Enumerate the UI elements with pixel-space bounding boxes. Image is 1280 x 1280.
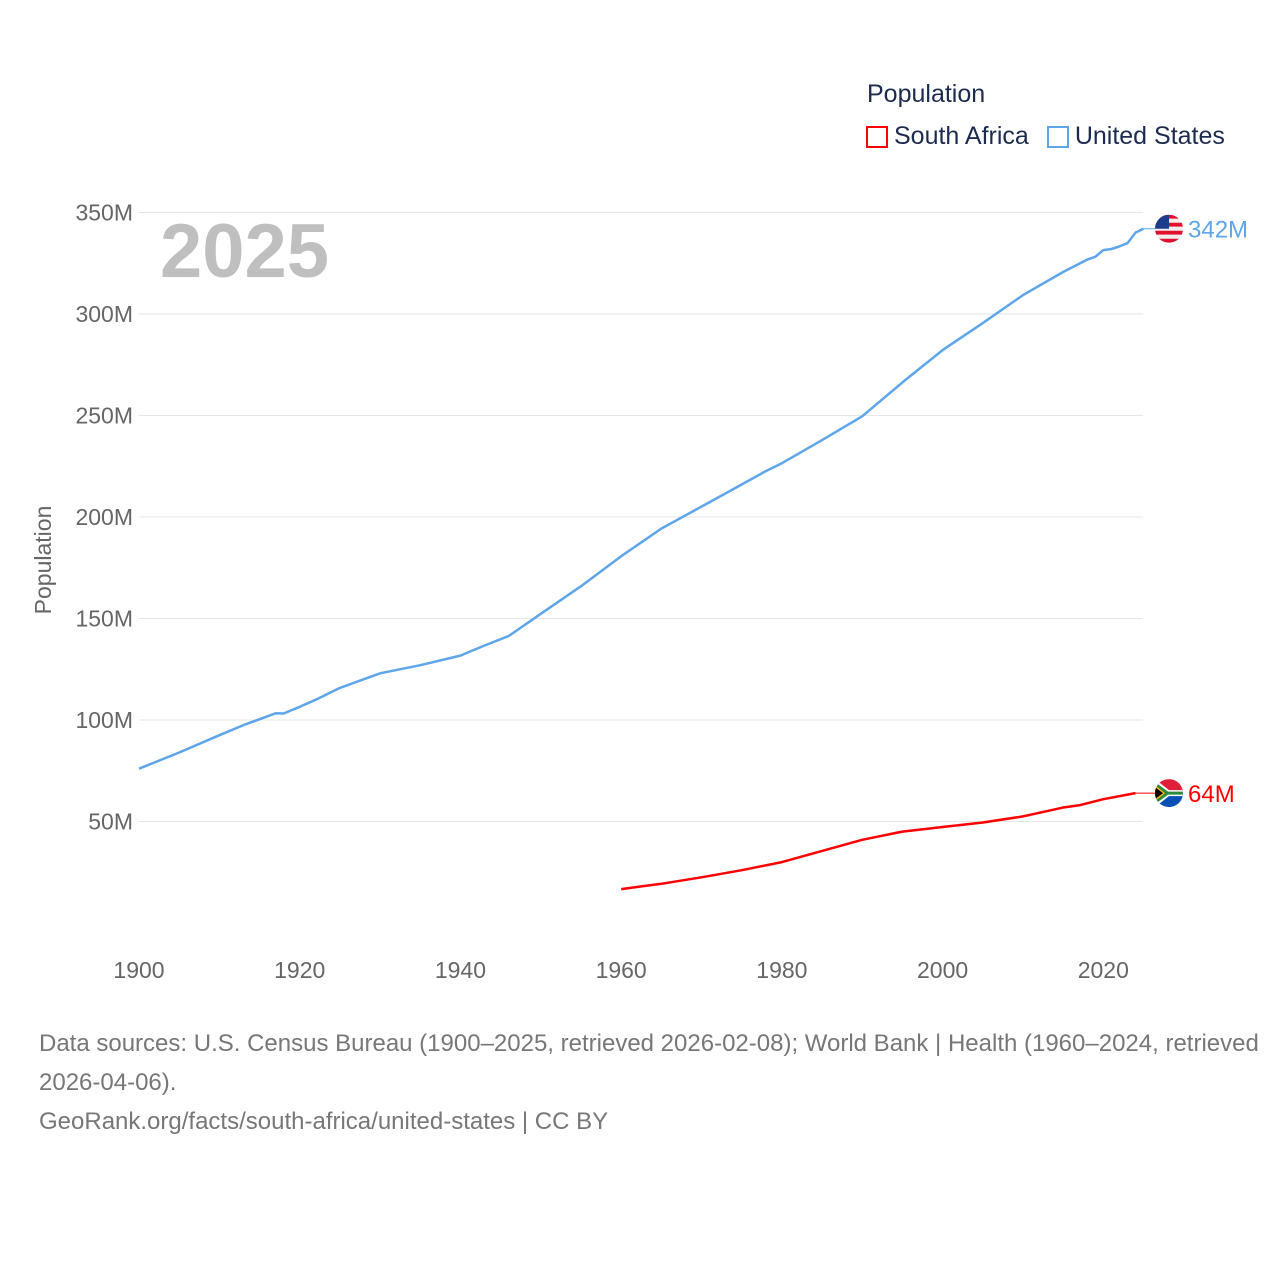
x-tick-label: 1960 — [596, 957, 647, 983]
flag-stripe — [1155, 238, 1183, 243]
end-value-label: 64M — [1188, 781, 1235, 808]
legend: South Africa United States — [866, 122, 1225, 151]
y-tick-label: 50M — [88, 809, 133, 835]
legend-item-south-africa[interactable]: South Africa — [866, 122, 1029, 151]
legend-label: South Africa — [894, 122, 1029, 150]
legend-item-united-states[interactable]: United States — [1046, 122, 1225, 151]
legend-label: United States — [1074, 122, 1225, 150]
legend-swatch-south-africa — [866, 125, 888, 148]
data-sources: Data sources: U.S. Census Bureau (1900–2… — [39, 1030, 1259, 1096]
year-label: 2025 — [160, 209, 330, 294]
x-tick-label: 1900 — [113, 957, 164, 983]
flag-green — [1155, 782, 1183, 805]
flag — [1155, 779, 1183, 808]
za-flag-icon — [1155, 779, 1183, 808]
y-tick-label: 350M — [75, 200, 133, 226]
line-chart: 50M 100M 150M 200M 250M 300M 350M 1900 1920 1940 1… — [30, 200, 1248, 984]
y-tick-label: 100M — [75, 707, 133, 733]
x-tick-label: 1980 — [756, 957, 807, 983]
y-axis-label: Population — [30, 506, 56, 615]
series-line-south-africa — [621, 791, 1136, 891]
series-line-united-states — [138, 227, 1145, 770]
flag-stripe — [1155, 230, 1183, 235]
source-link[interactable]: GeoRank.org/facts/south-africa/united-st… — [39, 1108, 609, 1135]
footer: Data sources: U.S. Census Bureau (1900–2… — [39, 1024, 1259, 1141]
flag — [1155, 214, 1183, 243]
x-tick-label: 2020 — [1078, 957, 1129, 983]
x-tick-label: 2000 — [917, 957, 968, 983]
y-tick-label: 200M — [75, 504, 133, 530]
y-tick-label: 250M — [75, 403, 133, 429]
x-tick-label: 1940 — [435, 957, 486, 983]
y-tick-label: 150M — [75, 606, 133, 632]
y-tick-label: 300M — [75, 301, 133, 327]
legend-title: Population — [867, 80, 986, 108]
flag-canton — [1155, 214, 1169, 229]
us-flag-icon — [1155, 214, 1183, 243]
x-tick-label: 1920 — [274, 957, 325, 983]
end-value-label: 342M — [1188, 217, 1248, 244]
legend-swatch-united-states — [1046, 125, 1069, 148]
flag-stripe — [1155, 234, 1183, 239]
flag-black — [1155, 787, 1163, 800]
